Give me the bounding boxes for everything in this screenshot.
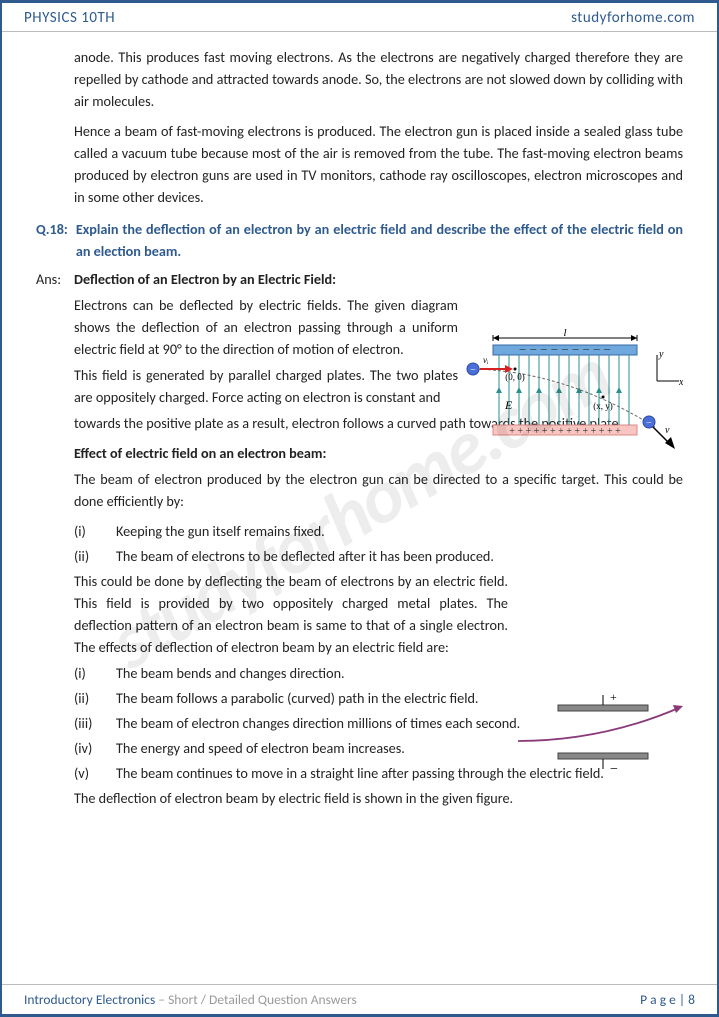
list-num: (ii): [74, 545, 98, 567]
list1-item-2: (ii) The beam of electrons to be deflect…: [36, 545, 683, 567]
list1-item-1: (i) Keeping the gun itself remains fixed…: [36, 520, 683, 542]
svg-text:−: −: [470, 365, 476, 376]
list-num: (v): [74, 762, 98, 784]
svg-text:(0, 0): (0, 0): [505, 372, 525, 382]
question-label: Q.18:: [36, 218, 68, 262]
svg-text:x: x: [678, 377, 683, 388]
svg-text:(x, y): (x, y): [593, 401, 613, 411]
para-6: This could be done by deflecting the bea…: [36, 570, 683, 658]
list-num: (iv): [74, 737, 98, 759]
para-7: The deflection of electron beam by elect…: [36, 787, 683, 809]
list-num: (i): [74, 662, 98, 684]
header: PHYSICS 10TH studyforhome.com: [2, 3, 717, 32]
list-text: The beam bends and changes direction.: [116, 662, 683, 684]
svg-text:+ + + + + + + + + + + + + +: + + + + + + + + + + + + + +: [509, 426, 621, 437]
footer-left: Introductory Electronics – Short / Detai…: [24, 991, 357, 1008]
svg-text:−: −: [646, 418, 652, 429]
list-num: (i): [74, 520, 98, 542]
svg-text:+: +: [610, 691, 617, 704]
svg-text:l: l: [563, 327, 566, 339]
para-1: anode. This produces fast moving electro…: [36, 46, 683, 112]
answer-label: Ans:: [36, 268, 66, 290]
figure-beam-deflection: + −: [518, 691, 683, 776]
footer-chapter: Introductory Electronics: [24, 991, 155, 1008]
page-label: P a g e |: [640, 991, 688, 1008]
list-num: (iii): [74, 712, 98, 734]
svg-text:E: E: [504, 398, 513, 412]
page-num: 8: [688, 991, 695, 1008]
footer-sep: –: [155, 991, 168, 1008]
header-right: studyforhome.com: [571, 9, 695, 27]
svg-text:vᵢ: vᵢ: [483, 355, 489, 365]
page: PHYSICS 10TH studyforhome.com studyforho…: [0, 0, 719, 1017]
para-2: Hence a beam of fast-moving electrons is…: [36, 120, 683, 208]
svg-text:−: −: [610, 762, 618, 776]
question-row: Q.18: Explain the deflection of an elect…: [36, 218, 683, 262]
figure-deflection-diagram: l − − − − − − − − − + + + + + + + + + + …: [465, 327, 683, 457]
svg-text:− − − − − − − − −: − − − − − − − − −: [519, 342, 611, 357]
list-text: Keeping the gun itself remains fixed.: [116, 520, 683, 542]
footer-right: P a g e | 8: [640, 991, 695, 1008]
answer-heading: Deflection of an Electron by an Electric…: [74, 268, 336, 290]
para-5: The beam of electron produced by the ele…: [36, 468, 683, 512]
answer-row: Ans: Deflection of an Electron by an Ele…: [36, 268, 683, 290]
list-text: The beam of electrons to be deflected af…: [116, 545, 683, 567]
list2-item-1: (i) The beam bends and changes direction…: [36, 662, 683, 684]
header-left: PHYSICS 10TH: [24, 9, 115, 27]
list-num: (ii): [74, 687, 98, 709]
svg-text:v: v: [665, 425, 670, 436]
question-text: Explain the deflection of an electron by…: [76, 218, 683, 262]
footer: Introductory Electronics – Short / Detai…: [2, 984, 717, 1014]
footer-sub: Short / Detailed Question Answers: [168, 991, 357, 1008]
svg-text:y: y: [658, 349, 664, 360]
